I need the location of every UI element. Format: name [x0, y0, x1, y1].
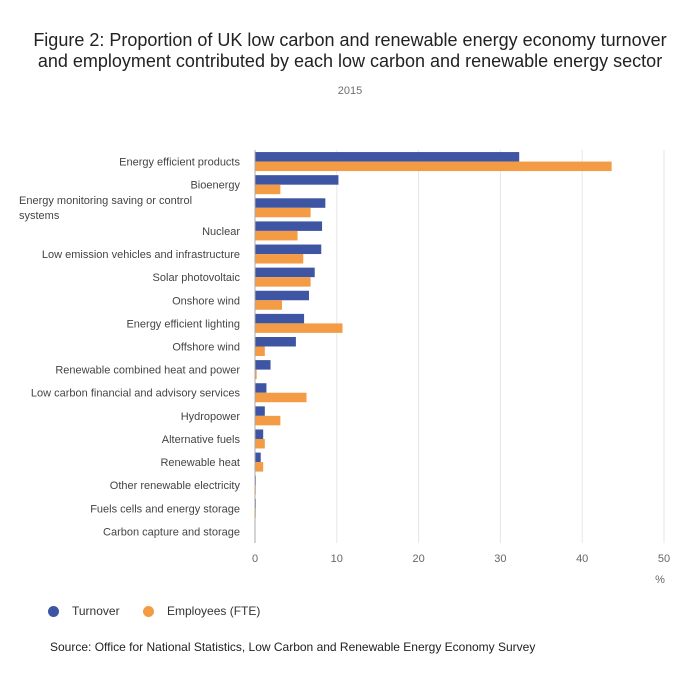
y-tick-label: Energy efficient lighting: [126, 318, 240, 330]
y-tick-label: Other renewable electricity: [110, 480, 241, 492]
y-tick-label: Renewable heat: [160, 457, 240, 469]
bar-turnover: [255, 429, 264, 439]
chart-title: Figure 2: Proportion of UK low carbon an…: [33, 30, 667, 71]
bar-turnover: [255, 337, 296, 347]
y-tick-label: Fuels cells and energy storage: [90, 503, 240, 515]
y-tick-label: Renewable combined heat and power: [55, 365, 240, 377]
y-tick-label: Offshore wind: [172, 342, 240, 354]
bar-turnover: [255, 152, 520, 162]
bar-turnover: [255, 198, 326, 208]
source-note: Source: Office for National Statistics, …: [50, 640, 536, 654]
bar-employees: [255, 346, 265, 356]
bar-turnover: [255, 360, 271, 370]
x-tick-label: 50: [658, 553, 670, 565]
y-tick-label: Solar photovoltaic: [153, 272, 241, 284]
x-tick-label: 30: [494, 553, 506, 565]
x-tick-label: 20: [412, 553, 424, 565]
bar-employees: [255, 392, 307, 403]
y-tick-label: Alternative fuels: [162, 434, 241, 446]
bar-turnover: [255, 406, 265, 416]
y-tick-label: Nuclear: [202, 226, 240, 238]
legend-label-employees: Employees (FTE): [167, 604, 261, 618]
bar-employees: [255, 300, 282, 310]
bar-employees: [255, 438, 265, 449]
y-tick-label: Energy efficient products: [119, 157, 240, 169]
y-tick-label: Carbon capture and storage: [103, 526, 240, 538]
bar-employees: [255, 369, 257, 380]
chart-subtitle: 2015: [337, 85, 363, 97]
bar-turnover: [255, 244, 322, 255]
y-tick-label: Hydropower: [181, 411, 241, 423]
y-tick-label: Low emission vehicles and infrastructure: [42, 249, 240, 261]
bar-turnover: [255, 221, 323, 231]
bar-employees: [255, 415, 281, 426]
bar-chart: 0 10 20 30 40 50% Energy efficient products Bio…: [19, 150, 670, 586]
bar-employees: [255, 161, 612, 172]
legend-item-turnover[interactable]: Turnover: [48, 604, 120, 618]
bar-turnover: [255, 383, 267, 393]
bar-employees: [255, 230, 298, 241]
bar-turnover: [255, 452, 261, 463]
bar-employees: [255, 277, 311, 287]
x-tick-label: 0: [252, 553, 258, 565]
y-tick-label: Onshore wind: [172, 295, 240, 307]
y-tick-label: Bioenergy: [190, 180, 240, 192]
y-tick-label: Low carbon financial and advisory servic…: [31, 388, 241, 400]
x-axis-label: %: [655, 574, 665, 586]
bar-employees: [255, 207, 311, 218]
y-tick-label: Energy monitoring saving or control syste…: [19, 195, 192, 222]
x-tick-label: 40: [576, 553, 588, 565]
bar-employees: [255, 323, 343, 333]
bar-employees: [255, 184, 281, 195]
bar-turnover: [255, 313, 305, 324]
bar-employees: [255, 462, 264, 472]
bar-turnover: [255, 290, 309, 301]
bar-employees: [255, 254, 304, 264]
legend-item-employees[interactable]: Employees (FTE): [143, 604, 260, 618]
legend-swatch-turnover: [48, 605, 59, 617]
bar-turnover: [255, 175, 339, 185]
legend-label-turnover: Turnover: [72, 604, 120, 618]
legend-swatch-employees: [143, 605, 154, 617]
bar-turnover: [255, 267, 315, 278]
x-tick-label: 10: [331, 553, 343, 565]
